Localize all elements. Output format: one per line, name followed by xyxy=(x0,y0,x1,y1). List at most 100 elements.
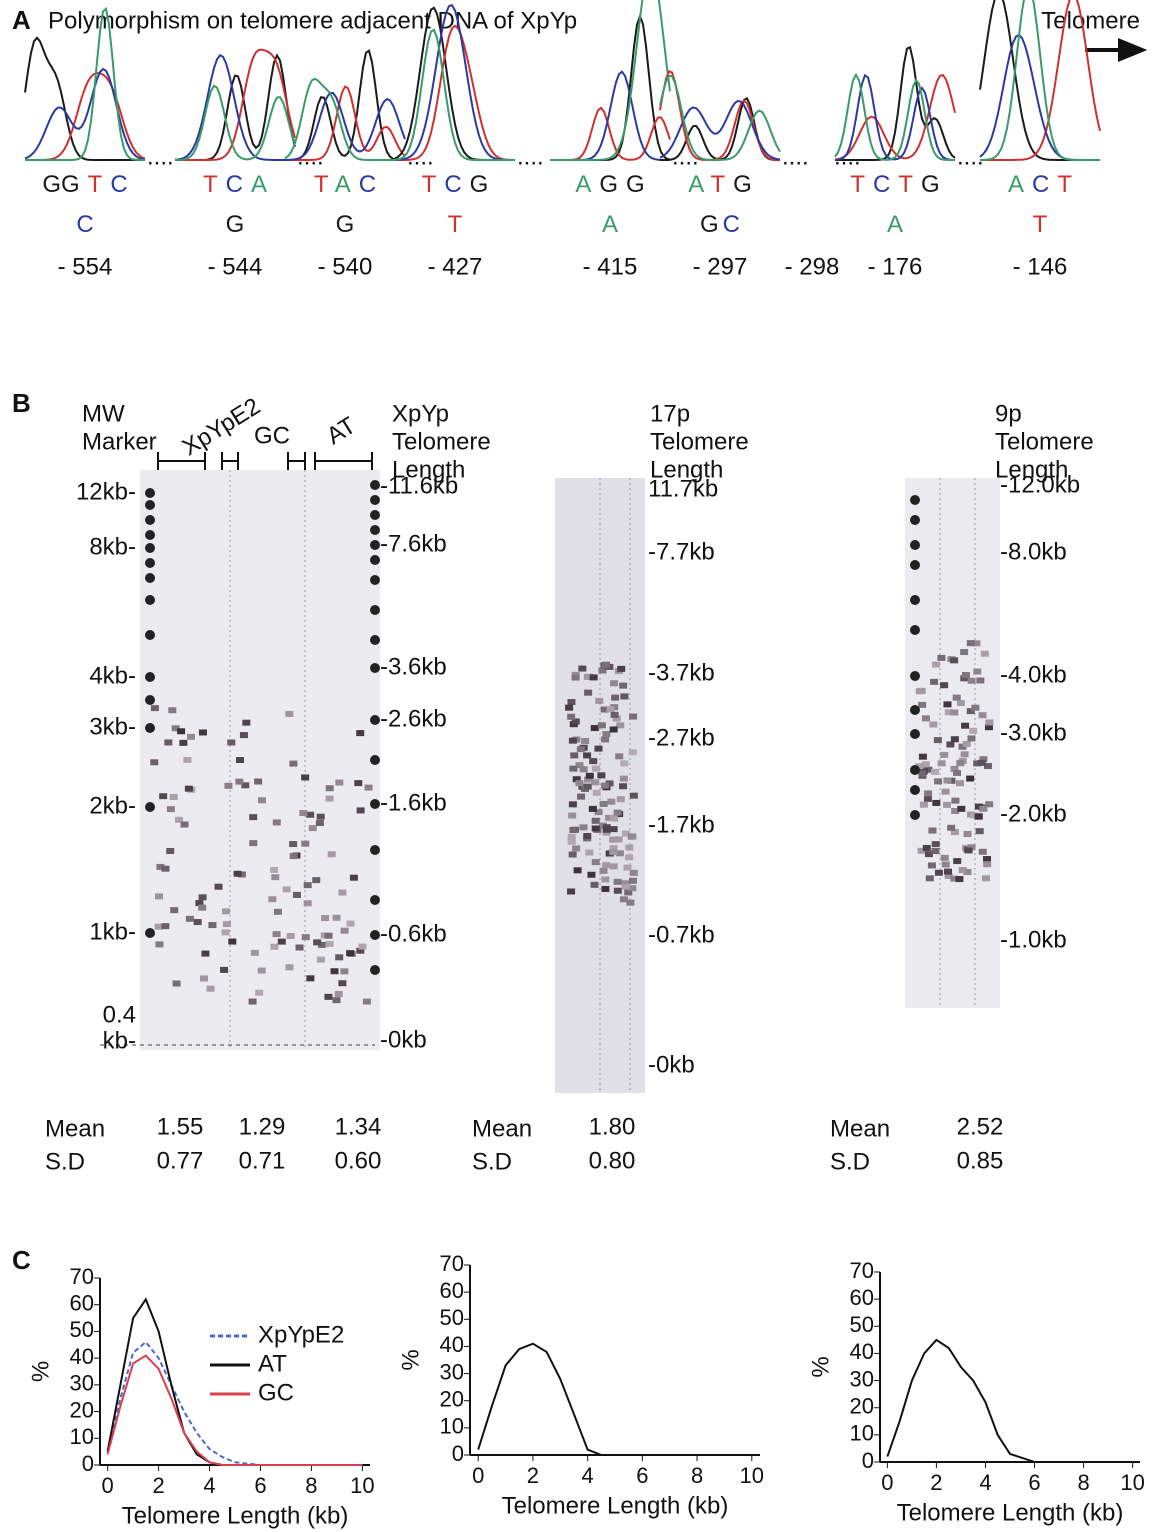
gel-band xyxy=(572,845,580,851)
gel-band xyxy=(565,705,573,711)
gel-band xyxy=(583,833,591,839)
gel-band xyxy=(978,760,986,766)
gel-band xyxy=(301,841,309,847)
gel-band xyxy=(961,723,969,729)
marker-band xyxy=(910,765,920,775)
gel-band xyxy=(619,783,627,789)
x-tick-label: 6 xyxy=(1028,1470,1040,1495)
gel-band xyxy=(979,849,987,855)
gel-band xyxy=(304,900,312,906)
gel-band xyxy=(982,875,990,881)
gel-band xyxy=(363,999,371,1005)
base-letter: C xyxy=(873,171,890,198)
gel-band xyxy=(293,892,301,898)
gel-band xyxy=(924,790,932,796)
x-tick-label: 8 xyxy=(1077,1470,1089,1495)
gel-band xyxy=(611,712,619,718)
stat-sd: 0.71 xyxy=(239,1147,286,1174)
gap-dots: .... xyxy=(517,143,544,170)
gel-band xyxy=(935,870,943,876)
marker-band xyxy=(910,810,920,820)
gel-band xyxy=(187,734,195,740)
marker-band xyxy=(370,575,380,585)
gel-band xyxy=(575,780,583,786)
marker-band xyxy=(145,488,155,498)
gel-band xyxy=(340,968,348,974)
base-letter: G xyxy=(470,171,489,198)
size-label: -12.0kb xyxy=(1000,471,1080,498)
gel-band xyxy=(584,690,592,696)
gel-band xyxy=(201,951,209,957)
gel-band xyxy=(973,669,981,675)
figure: A Polymorphism on telomere adjacent DNA … xyxy=(0,0,1165,1532)
gel-band xyxy=(331,968,339,974)
gel-band xyxy=(324,994,332,1000)
gel-band xyxy=(591,882,599,888)
y-tick-label: 60 xyxy=(70,1291,94,1316)
gel-band xyxy=(583,752,591,758)
base-letter: C xyxy=(359,171,376,198)
gel-band xyxy=(317,814,325,820)
gel-band xyxy=(185,786,193,792)
gel-band xyxy=(965,847,973,853)
gel-band xyxy=(326,796,334,802)
gel-band xyxy=(967,735,975,741)
x-tick-label: 8 xyxy=(691,1463,703,1488)
gel-band xyxy=(607,706,615,712)
gel-band xyxy=(979,712,987,718)
gel-band xyxy=(601,783,609,789)
gel-band xyxy=(258,797,266,803)
gel-band xyxy=(242,720,250,726)
gel-band xyxy=(968,678,976,684)
y-tick-label: 0 xyxy=(82,1451,94,1476)
gel-band xyxy=(951,798,959,804)
gel-band xyxy=(592,766,600,772)
size-label: 3kb- xyxy=(89,713,136,740)
gel-band xyxy=(567,888,575,894)
marker-band xyxy=(910,625,920,635)
base-letter: T xyxy=(710,171,725,198)
gel-band xyxy=(587,872,595,878)
marker-band xyxy=(910,560,920,570)
size-label: kb- xyxy=(103,1027,136,1054)
gel-band xyxy=(940,682,948,688)
gel-band xyxy=(620,693,628,699)
base-letter: T xyxy=(422,171,437,198)
gel-band xyxy=(934,778,942,784)
gel-band xyxy=(615,753,623,759)
marker-band xyxy=(910,495,920,505)
gel-band xyxy=(941,855,949,861)
marker-band xyxy=(145,515,155,525)
y-tick-label: 70 xyxy=(850,1258,874,1283)
gel-band xyxy=(928,862,936,868)
column-header: Telomere xyxy=(392,428,491,455)
gel-band xyxy=(953,770,961,776)
gel-band xyxy=(326,941,334,947)
size-label: -1.0kb xyxy=(1000,926,1067,953)
x-tick-label: 2 xyxy=(930,1470,942,1495)
stat-label: Mean xyxy=(472,1115,532,1142)
base-letter: T xyxy=(1057,171,1072,198)
legend-label: XpYpE2 xyxy=(258,1321,344,1348)
marker-band xyxy=(145,543,155,553)
gel-band xyxy=(625,854,633,860)
gel-band xyxy=(932,800,940,806)
gel-band xyxy=(625,845,633,851)
gel-band xyxy=(951,736,959,742)
gel-band xyxy=(569,738,577,744)
gel-band xyxy=(953,695,961,701)
gel-band xyxy=(268,896,276,902)
size-label: -0kb xyxy=(380,1026,427,1053)
column-header: Telomere xyxy=(650,428,749,455)
gel-band xyxy=(567,699,575,705)
gel-band xyxy=(953,858,961,864)
gel-band xyxy=(589,806,597,812)
gel-band xyxy=(270,944,278,950)
gel-band xyxy=(313,939,321,945)
y-axis-label: % xyxy=(397,1349,424,1370)
marker-band xyxy=(370,965,380,975)
legend-label: AT xyxy=(258,1350,287,1377)
size-label: -0kb xyxy=(648,1051,695,1078)
gel-band xyxy=(932,662,940,668)
gel-background xyxy=(140,470,380,1050)
